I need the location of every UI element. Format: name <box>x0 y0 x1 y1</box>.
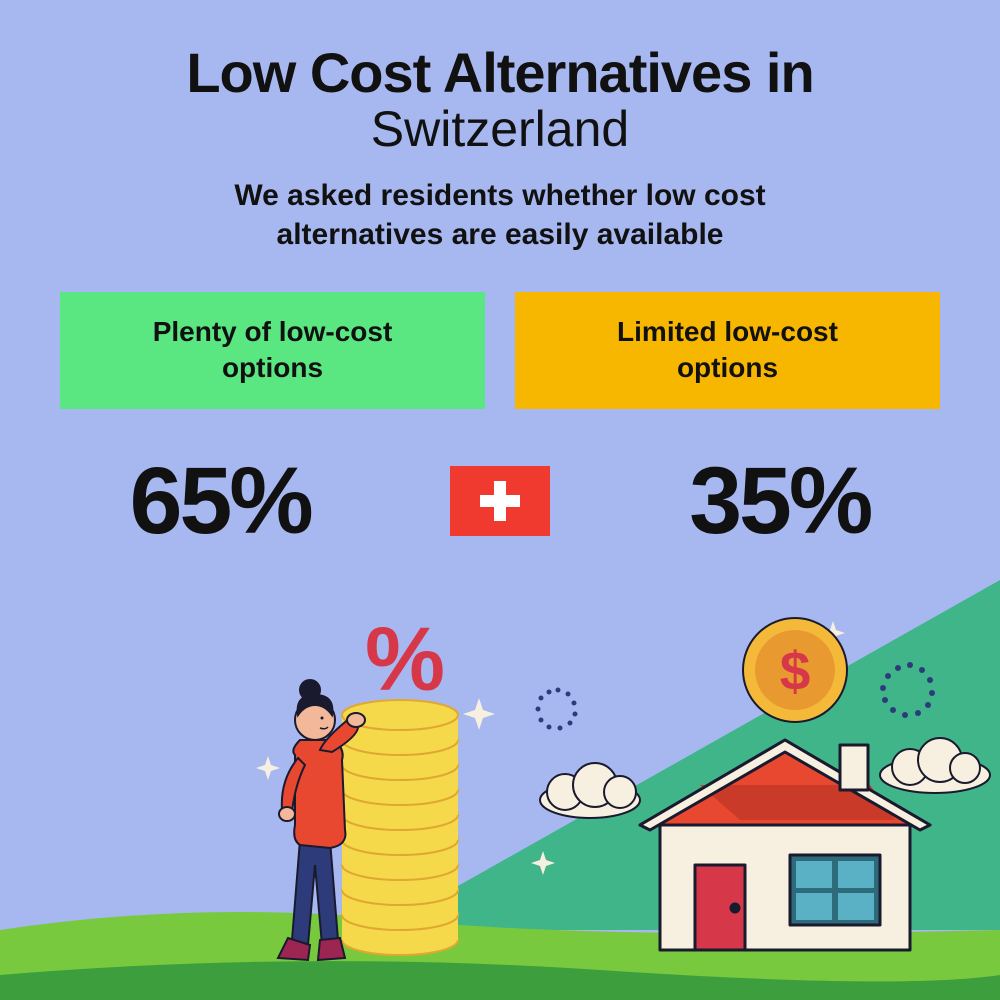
coin-stack-icon <box>342 700 458 955</box>
box-limited: Limited low-costoptions <box>515 292 940 409</box>
svg-text:$: $ <box>780 640 811 702</box>
stat-left: 65% <box>130 447 311 556</box>
percent-icon: % <box>365 610 445 710</box>
switzerland-flag-icon <box>450 466 550 536</box>
svg-text:%: % <box>365 610 445 710</box>
stats-row: 65% 35% <box>60 447 940 556</box>
subtitle: We asked residents whether low costalter… <box>60 176 940 254</box>
title-sub: Switzerland <box>60 100 940 158</box>
illustration: $ <box>0 580 1000 1000</box>
stat-right: 35% <box>689 447 870 556</box>
box-plenty: Plenty of low-costoptions <box>60 292 485 409</box>
cloud-left <box>540 763 640 818</box>
dotted-circle-2 <box>536 688 578 731</box>
title-main: Low Cost Alternatives in <box>60 40 940 105</box>
option-boxes: Plenty of low-costoptions Limited low-co… <box>60 292 940 409</box>
dollar-coin-icon: $ <box>743 618 847 722</box>
